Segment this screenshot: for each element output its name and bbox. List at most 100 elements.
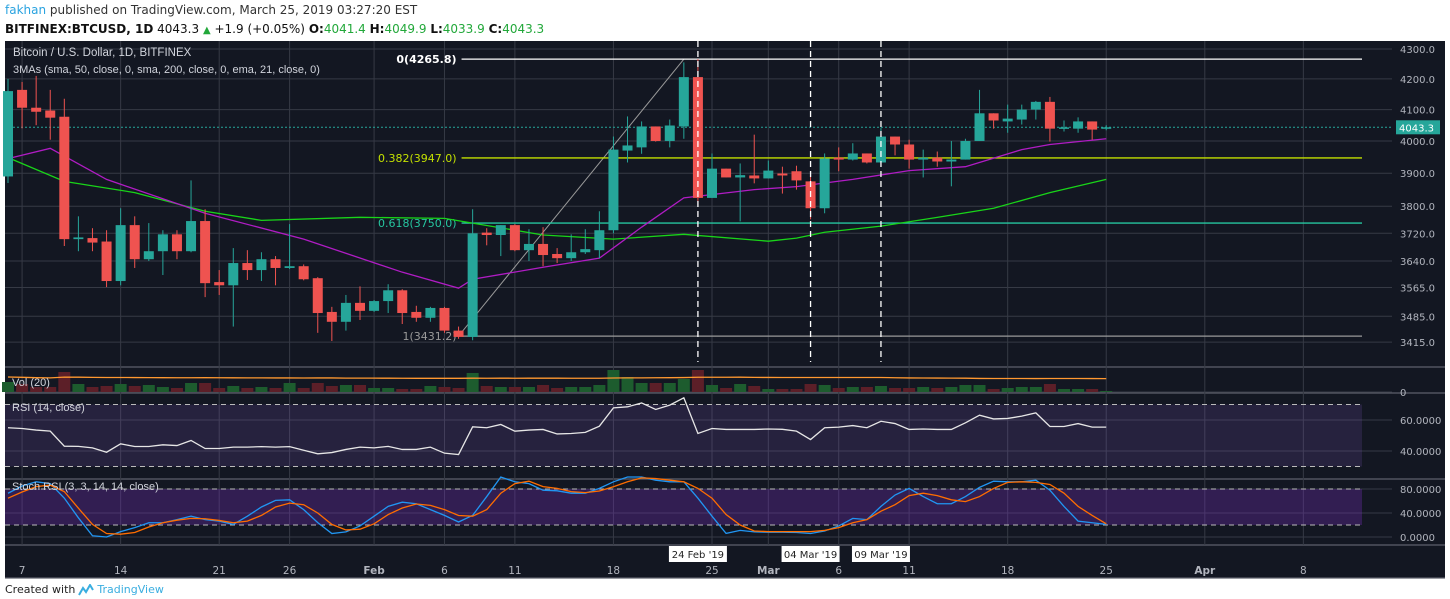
symbol-info: BITFINEX:BTCUSD, 1D 4043.3 ▲ +1.9 (+0.05…: [5, 22, 544, 36]
candle-body: [636, 126, 647, 148]
candle-body: [129, 225, 140, 260]
candle-body: [298, 266, 309, 280]
candle-body: [1002, 118, 1013, 122]
volume-bar: [58, 372, 71, 392]
volume-bar: [452, 388, 465, 392]
volume-bar: [621, 377, 634, 392]
open-label: O:: [308, 22, 324, 36]
high-label: H:: [369, 22, 385, 36]
volume-bar: [142, 385, 155, 392]
volume-ma-line: [7, 376, 1107, 380]
candle-body: [791, 171, 802, 181]
candle-body: [340, 302, 351, 322]
date-marker-label: 09 Mar '19: [854, 550, 907, 561]
close-label: C:: [488, 22, 503, 36]
fib-level-label: 0.382(3947.0): [378, 152, 457, 165]
date-markers[interactable]: 24 Feb '19 04 Mar '19 09 Mar '19: [668, 41, 910, 562]
legend-stoch-rsi: Stoch RSI (3, 3, 14, 14, close): [12, 481, 159, 493]
price-tick-label: 4100.0: [1400, 106, 1435, 117]
volume-bar: [748, 386, 761, 392]
candle-body: [369, 301, 380, 311]
volume-bar: [790, 389, 803, 392]
candle-body: [115, 225, 126, 282]
current-price-badge: [1396, 120, 1440, 135]
candle-body: [847, 153, 858, 160]
candlestick-series: [3, 59, 1112, 341]
volume-bar: [776, 389, 789, 392]
volume-bar: [832, 388, 845, 392]
volume-bar: [311, 383, 324, 392]
volume-bar: [86, 387, 99, 392]
time-tick-label: 18: [607, 565, 620, 577]
volume-bar: [396, 389, 409, 392]
candle-body: [1087, 121, 1098, 130]
candle-body: [186, 221, 197, 252]
candle-body: [312, 278, 323, 314]
time-tick-label: 26: [283, 565, 297, 577]
candle-body: [439, 307, 450, 331]
legend-volume: Vol (20): [12, 377, 50, 389]
candle-body: [1073, 121, 1084, 129]
publish-text: published on TradingView.com, March 25, …: [49, 3, 418, 17]
candle-body: [904, 144, 915, 160]
volume-bar: [213, 388, 226, 392]
candle-body: [425, 307, 436, 318]
stoch-d-line: [7, 477, 1107, 535]
price-tick-label: 3565.0: [1400, 283, 1435, 294]
candle-body: [918, 157, 929, 160]
current-price-label: 4043.3: [1399, 123, 1434, 134]
volume-bar: [368, 388, 381, 392]
volume-bar: [410, 389, 423, 392]
time-tick-label: 11: [508, 565, 521, 577]
legend-mas: 3MAs (sma, 50, close, 0, sma, 200, close…: [13, 64, 320, 76]
volume-bar: [818, 385, 831, 392]
candle-body: [960, 140, 971, 160]
candle-body: [242, 263, 253, 271]
grid: [5, 41, 1445, 579]
candle-body: [678, 77, 689, 127]
indicator-tick-label: 0: [1400, 388, 1406, 399]
date-marker-box: [668, 546, 727, 562]
legend-rsi: RSI (14, close): [12, 402, 85, 414]
time-tick-label: 14: [114, 565, 128, 577]
volume-bar: [185, 383, 198, 392]
price-tick-label: 3800.0: [1400, 202, 1435, 213]
volume-bar: [720, 388, 733, 392]
price-tick-label: 3485.0: [1400, 312, 1435, 323]
candle-body: [101, 241, 112, 282]
price-tick-label: 4200.0: [1400, 75, 1435, 86]
candle-body: [749, 175, 760, 179]
candle-body: [59, 116, 70, 240]
volume-bar: [382, 388, 395, 392]
volume-bar: [945, 387, 958, 392]
indicator-tick-label: 0.0000: [1400, 533, 1435, 544]
time-tick-label: Mar: [757, 565, 781, 577]
price-tick-label: 3640.0: [1400, 257, 1435, 268]
volume-bar: [522, 387, 535, 392]
rsi-band-fill: [5, 404, 1362, 467]
volume-bar: [1058, 389, 1070, 392]
volume-bar: [649, 383, 662, 392]
volume-bar: [30, 387, 43, 392]
volume-bar: [44, 387, 57, 392]
candle-body: [411, 311, 422, 318]
candle-body: [833, 157, 844, 160]
volume-bar: [706, 385, 718, 392]
candle-body: [1016, 109, 1027, 120]
candle-body: [580, 249, 591, 253]
volume-bar: [114, 384, 127, 392]
author-link[interactable]: fakhan: [5, 3, 47, 17]
candle-body: [875, 136, 886, 163]
volume-bar: [903, 388, 916, 392]
candle-body: [707, 168, 717, 198]
date-marker-box: [851, 546, 910, 562]
candle-body: [946, 159, 957, 162]
volume-bar: [677, 379, 690, 392]
volume-bar: [762, 389, 775, 392]
time-tick-label: 25: [705, 565, 718, 577]
candle-body: [355, 302, 365, 311]
tradingview-link[interactable]: TradingView: [97, 583, 164, 596]
indicator-tick-label: 40.0000: [1400, 447, 1441, 458]
candle-body: [735, 175, 746, 178]
